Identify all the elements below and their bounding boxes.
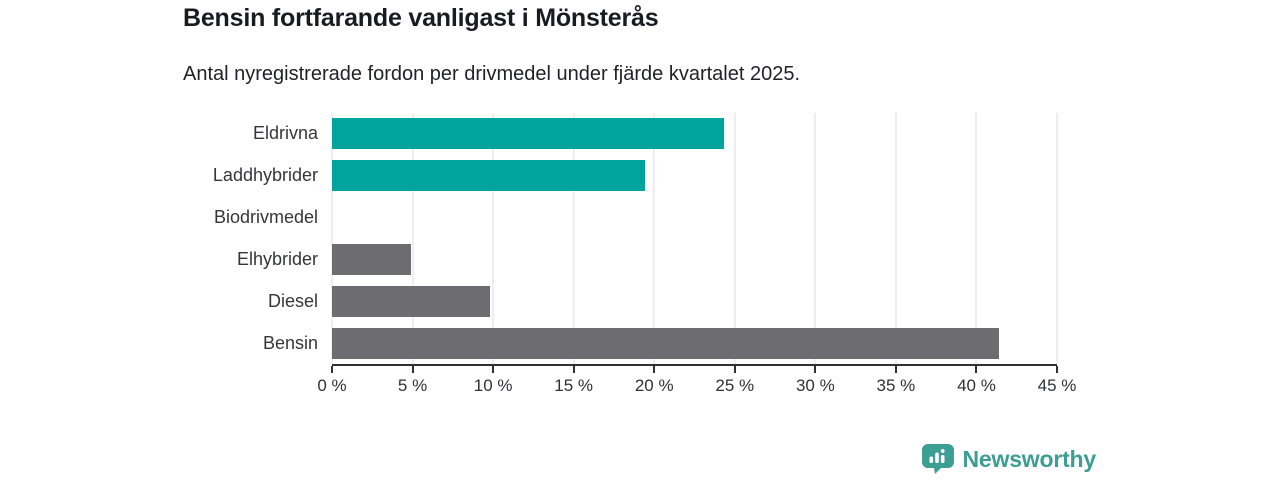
axis-tick	[492, 366, 495, 373]
category-label-elhybrider: Elhybrider	[236, 248, 318, 269]
chart-subtitle: Antal nyregistrerade fordon per drivmede…	[183, 63, 801, 85]
gridline	[975, 113, 977, 364]
category-label-diesel: Diesel	[267, 290, 318, 311]
x-axis: 0 % 5 % 10 % 15 % 20 % 25 % 30 % 35 % 40 % 45 %	[317, 366, 1076, 406]
axis-tick	[572, 366, 575, 373]
bar-elhybrider	[332, 243, 411, 275]
axis-tick-label: 30 %	[795, 376, 835, 395]
bar-diesel	[332, 285, 490, 317]
gridline	[653, 113, 655, 364]
axis-tick	[1056, 366, 1058, 373]
category-label-bensin: Bensin	[262, 332, 318, 353]
axis-tick-label: 15 %	[554, 376, 594, 395]
chart-row: Elhybrider	[237, 238, 1057, 280]
axis-tick	[814, 366, 817, 373]
gridline	[573, 113, 575, 364]
gridline	[412, 113, 414, 364]
bar-laddhybrider	[332, 160, 645, 192]
bar-rows: Eldrivna Laddhybrider Biodrivmedel Elhybrid…	[213, 113, 1057, 364]
chart-row: Eldrivna	[253, 113, 1057, 155]
plot-area: Eldrivna Laddhybrider Biodrivmedel Elhybrid…	[213, 113, 1058, 366]
axis-tick	[653, 366, 656, 373]
chart-row: Diesel	[268, 280, 1057, 322]
chart-row: Bensin	[263, 322, 1057, 364]
gridline	[895, 113, 897, 364]
axis-tick	[975, 366, 978, 373]
chart-title: Bensin fortfarande vanligast i Mönsterås	[183, 4, 659, 32]
chart-row: Biodrivmedel	[214, 197, 1057, 239]
axis-tick	[894, 366, 897, 373]
axis-tick-label: 5 %	[397, 376, 428, 395]
axis-tick-label: 35 %	[876, 376, 916, 395]
axis-tick	[411, 366, 414, 373]
gridline	[1056, 113, 1058, 364]
axis-tick	[331, 366, 333, 373]
axis-tick-label: 20 %	[634, 376, 674, 395]
axis-tick-label: 40 %	[957, 376, 996, 395]
axis-tick-label: 0 %	[317, 376, 347, 395]
newsworthy-brand: Newsworthy	[921, 444, 1097, 474]
category-label-laddhybrider: Laddhybrider	[212, 165, 318, 186]
axis-tick-label: 25 %	[715, 376, 755, 395]
gridline	[814, 113, 816, 364]
axis-tick-label: 10 %	[473, 376, 513, 395]
bar-eldrivna	[332, 118, 724, 150]
newsworthy-logo-icon	[921, 444, 954, 474]
axis-tick	[733, 366, 736, 373]
gridline	[331, 113, 333, 364]
category-label-eldrivna: Eldrivna	[252, 123, 318, 144]
category-label-biodrivmedel: Biodrivmedel	[213, 207, 318, 228]
gridline	[734, 113, 736, 364]
bar-bensin	[332, 327, 999, 359]
chart-row: Laddhybrider	[213, 155, 1057, 197]
newsworthy-brand-name: Newsworthy	[962, 445, 1097, 472]
gridline	[492, 113, 494, 364]
axis-tick-label: 45 %	[1037, 376, 1077, 395]
